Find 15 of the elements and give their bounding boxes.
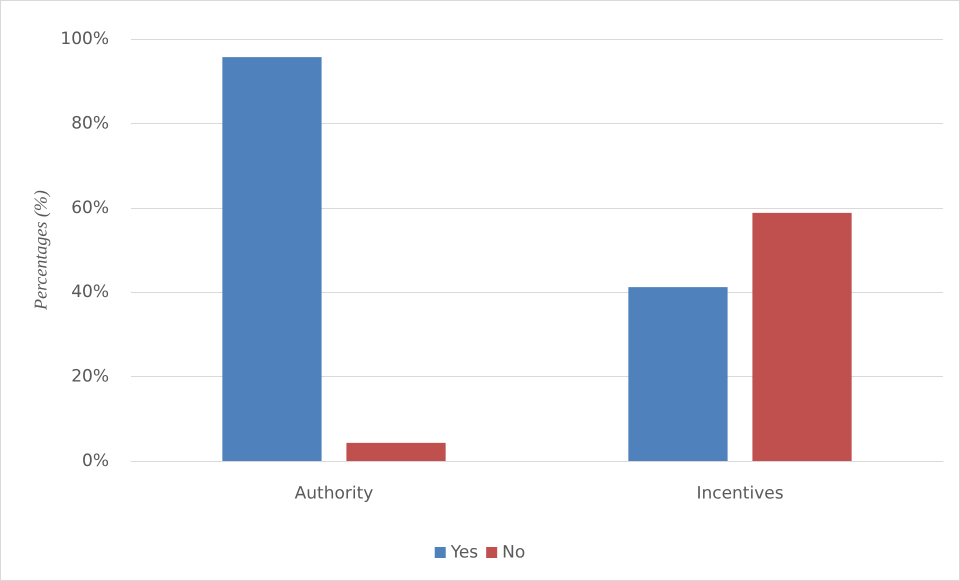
y-tick-label: 80% <box>71 113 109 134</box>
y-tick-label: 100% <box>60 29 109 49</box>
bar <box>752 212 852 461</box>
y-tick-label: 60% <box>71 198 109 218</box>
bar <box>628 287 728 461</box>
y-axis-title: Percentages (%) <box>30 190 50 311</box>
y-tick-label: 0% <box>82 451 109 471</box>
bar <box>346 442 446 461</box>
legend-label: No <box>502 542 526 562</box>
bar <box>222 57 322 461</box>
x-tick-label: Authority <box>294 484 374 504</box>
legend-label: Yes <box>450 542 478 562</box>
x-tick-label: Incentives <box>696 484 784 504</box>
y-tick-label: 40% <box>71 282 109 302</box>
y-tick-label: 20% <box>71 366 109 387</box>
